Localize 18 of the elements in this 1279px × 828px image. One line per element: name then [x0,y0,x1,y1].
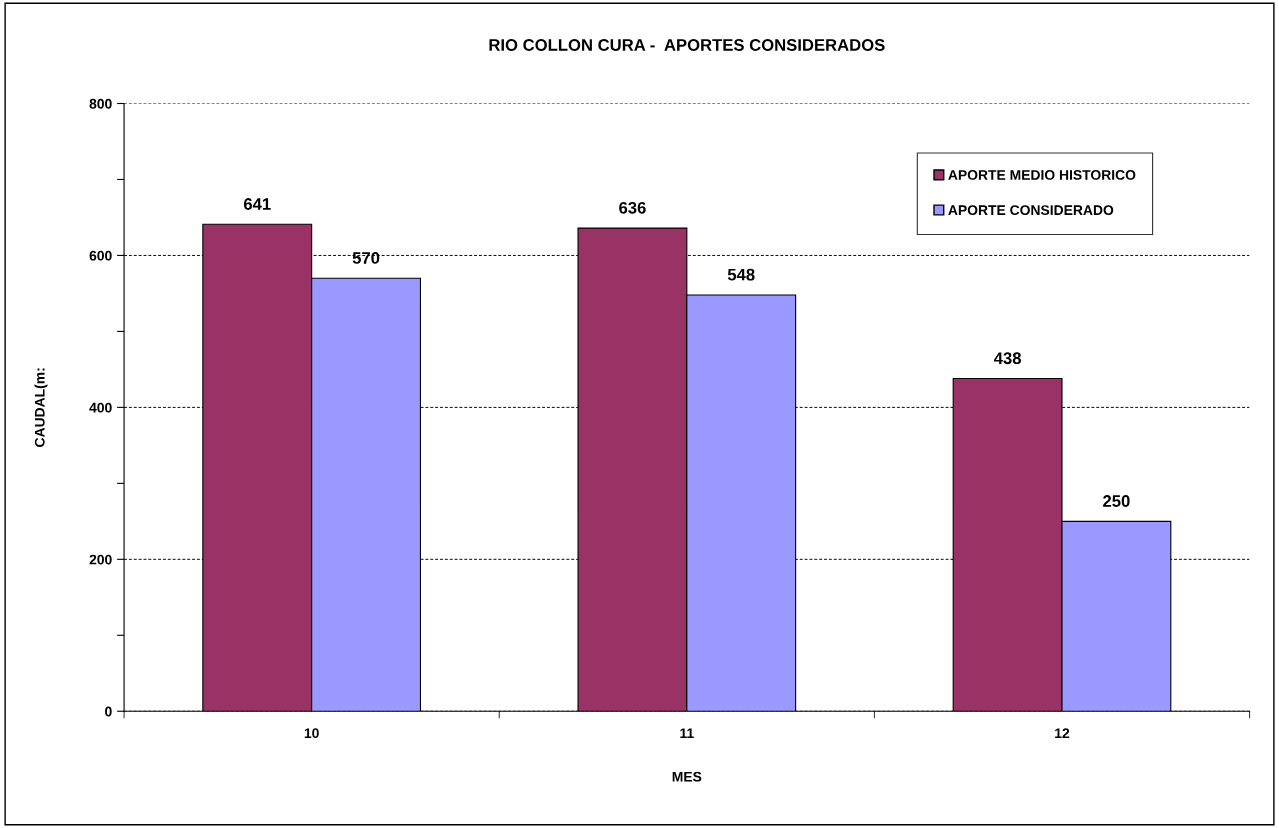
y-tick-label: 0 [105,706,112,717]
legend-label: APORTE MEDIO HISTORICO [948,170,1136,180]
x-tick-label: 10 [304,728,319,739]
data-label: 636 [619,201,646,214]
y-axis-title: CAUDAL(m: [34,368,48,447]
y-tick-label: 800 [89,98,112,109]
legend-label: APORTE CONSIDERADO [948,205,1114,216]
x-axis-title: MES [672,771,702,782]
data-label: 641 [243,198,271,210]
y-tick-label: 600 [89,250,112,261]
y-tick-label: 400 [89,402,112,413]
x-tick-label: 11 [680,728,694,738]
x-tick-label: 12 [1055,728,1070,738]
data-label: 438 [993,352,1021,365]
data-label: 250 [1103,495,1130,507]
data-label: 548 [727,268,755,281]
y-tick-label: 200 [89,554,112,565]
chart-title: RIO COLLON CURA - APORTES CONSIDERADOS [489,39,885,51]
